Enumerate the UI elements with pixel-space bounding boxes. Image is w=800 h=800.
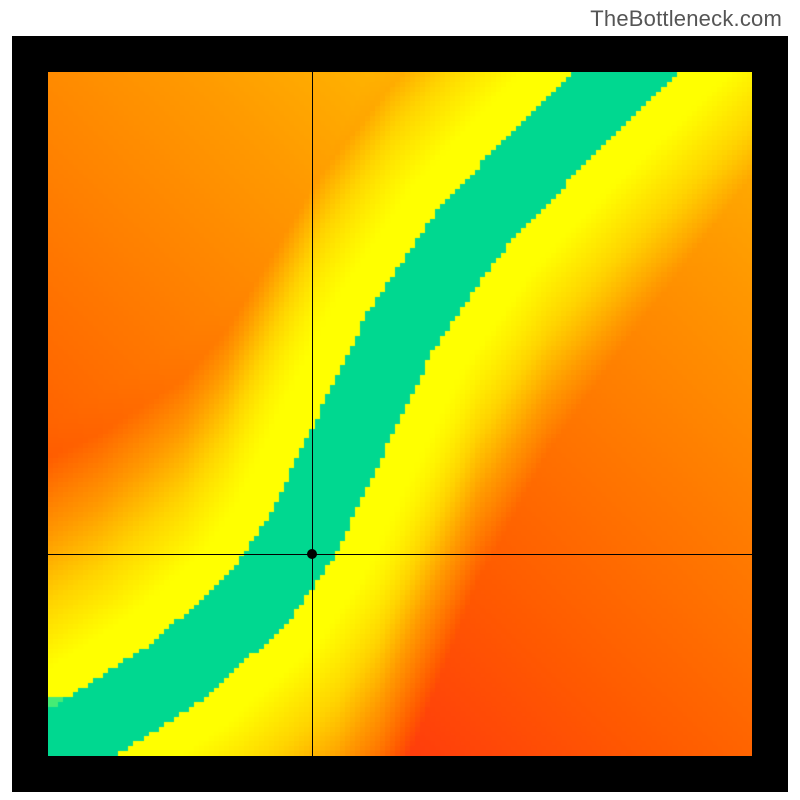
heatmap-canvas	[48, 72, 752, 756]
crosshair-vertical	[312, 72, 313, 756]
plot-area	[48, 72, 752, 756]
crosshair-horizontal	[48, 554, 752, 555]
marker-dot	[307, 549, 317, 559]
watermark-text: TheBottleneck.com	[590, 6, 782, 32]
